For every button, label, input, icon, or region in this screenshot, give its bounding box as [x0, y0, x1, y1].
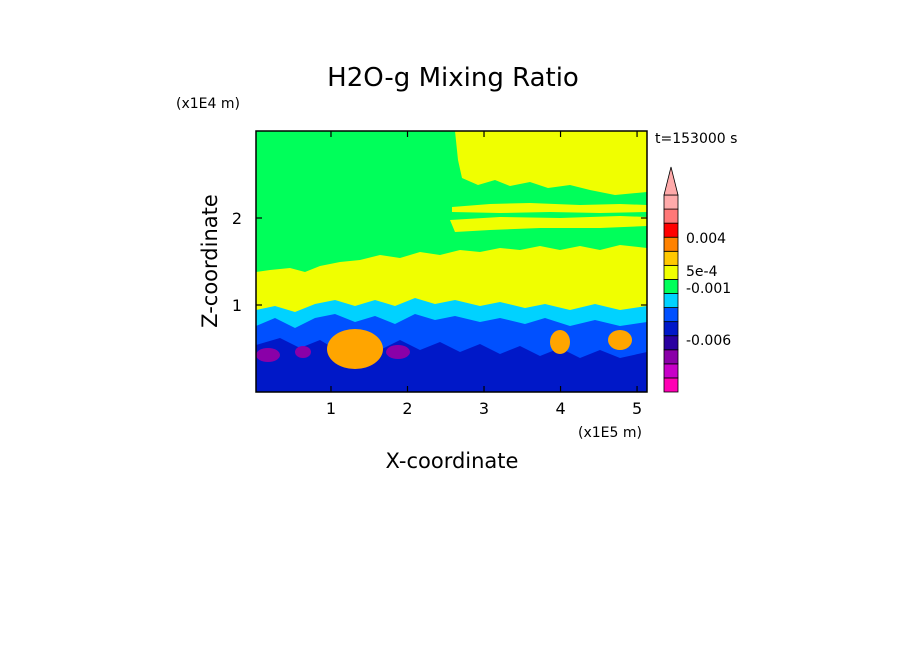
field-purple-blob-2 [295, 346, 311, 358]
x-tick-label-0: 1 [326, 399, 336, 418]
plot-field [256, 131, 647, 392]
field-yellow-blob [509, 167, 517, 175]
colorbar-segment-6 [663, 293, 679, 308]
colorbar-segment-11 [663, 222, 679, 238]
time-label: t=153000 s [655, 131, 737, 147]
field-orange-blob-3 [608, 330, 632, 350]
colorbar-segment-0 [663, 377, 679, 393]
y-tick-label-0: 1 [232, 296, 242, 315]
colorbar-segment-5 [663, 307, 679, 323]
colorbar [663, 166, 679, 393]
x-tick-label-3: 4 [555, 399, 565, 418]
x-tick-label-2: 3 [479, 399, 489, 418]
colorbar-segment-13 [663, 194, 679, 210]
field-purple-blob-3 [386, 345, 410, 359]
field-yellow-upper-1 [455, 131, 647, 195]
colorbar-segment-7 [663, 279, 679, 294]
x-axis-label: X-coordinate [386, 449, 519, 473]
colorbar-segment-8 [663, 264, 679, 280]
colorbar-label-3: -0.006 [686, 333, 731, 349]
field-yellow-upper-3 [450, 216, 647, 232]
x-axis-ticks: 1 2 3 4 5 [326, 131, 642, 418]
colorbar-label-1: 5e-4 [686, 264, 718, 280]
x-scale-label: (x1E5 m) [578, 425, 642, 441]
colorbar-segment-12 [663, 208, 679, 224]
colorbar-extend-arrow [663, 166, 679, 196]
y-axis-label: Z-coordinate [198, 194, 222, 328]
plot-frame [255, 130, 648, 393]
colorbar-segment-3 [663, 335, 679, 351]
x-tick-label-4: 5 [632, 399, 642, 418]
x-tick-label-1: 2 [402, 399, 412, 418]
field-yellow-upper-2 [452, 203, 647, 213]
colorbar-segment-9 [663, 250, 679, 266]
field-orange-blob-2 [550, 330, 570, 354]
colorbar-segment-10 [663, 236, 679, 252]
colorbar-labels: 0.004 5e-4-0.001 -0.006 [686, 231, 731, 349]
colorbar-segment-1 [663, 363, 679, 379]
y-scale-label: (x1E4 m) [176, 96, 240, 112]
field-purple-blob-1 [256, 348, 280, 362]
y-axis-ticks: 12 [232, 209, 647, 315]
colorbar-segment-4 [663, 321, 679, 337]
chart-title: H2O-g Mixing Ratio [327, 63, 579, 93]
y-tick-label-1: 2 [232, 209, 242, 228]
colorbar-label-2: -0.001 [686, 281, 731, 297]
colorbar-label-0: 0.004 [686, 231, 726, 247]
field-orange-blob-1 [327, 329, 383, 369]
colorbar-segment-2 [663, 349, 679, 365]
